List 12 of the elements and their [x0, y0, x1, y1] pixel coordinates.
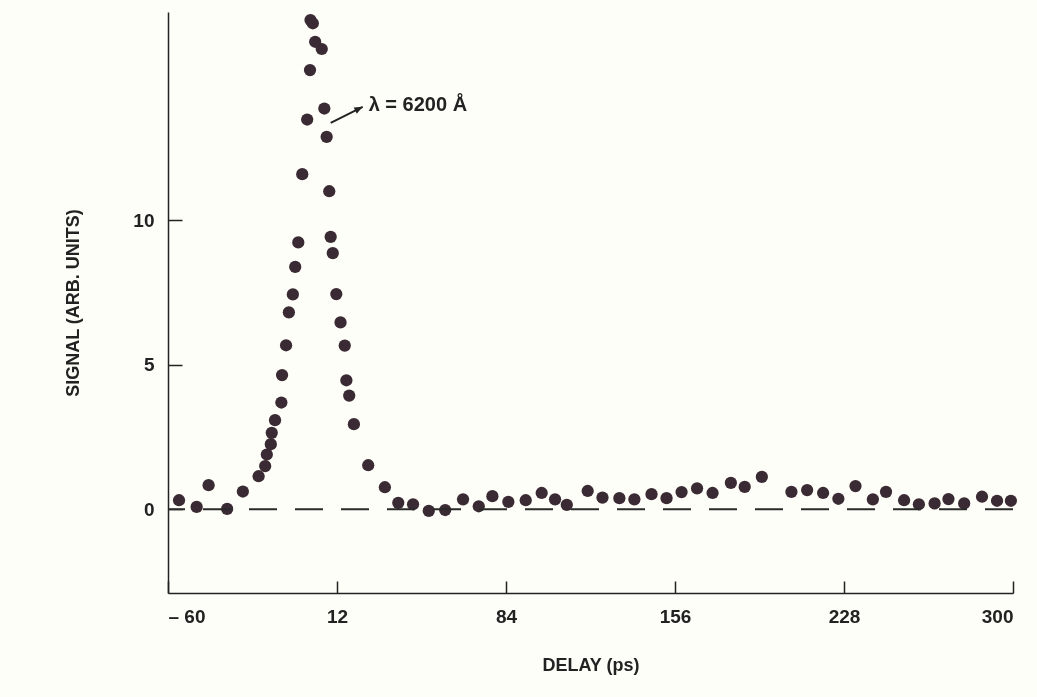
x-tick-label: 228	[828, 605, 861, 627]
x-tick-label: – 60	[168, 605, 206, 627]
y-tick-label: 10	[133, 209, 155, 231]
x-tick-label: 84	[495, 605, 518, 627]
annotation: λ = 6200 Å	[368, 91, 468, 115]
x-tick-label: 300	[981, 605, 1014, 627]
x-tick-label: 12	[326, 605, 349, 627]
y-tick-label: 5	[143, 354, 155, 376]
x-axis-title: DELAY (ps)	[542, 654, 640, 675]
y-tick-label: 0	[143, 498, 155, 520]
x-tick-label: 156	[659, 605, 692, 627]
y-axis-title: SIGNAL (ARB. UNITS)	[63, 209, 84, 397]
